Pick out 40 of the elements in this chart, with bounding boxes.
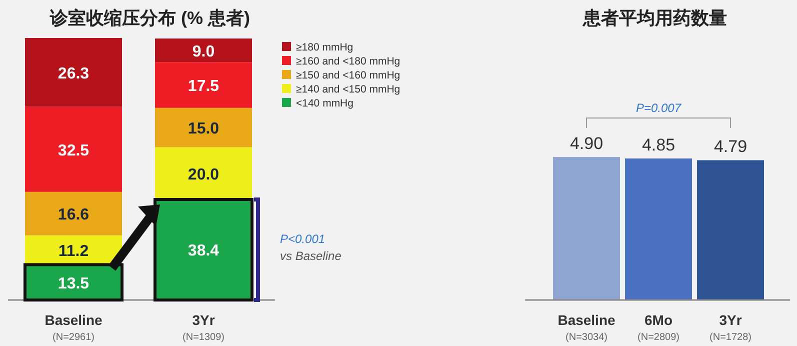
legend-label: ≥150 and <160 mmHg [296,70,400,82]
data-label: 32.5 [58,142,90,160]
x-tick-label: Baseline [558,312,616,328]
text: (N=1728) [710,332,752,343]
legend-label: <140 mmHg [296,98,354,110]
x-tick-label: 3Yr [719,312,742,328]
data-label: 4.85 [642,135,676,154]
text: (N=3034) [566,332,608,343]
data-label: 16.6 [58,206,90,224]
bar [155,38,252,62]
data-label: 15.0 [188,120,220,138]
data-label: 4.79 [714,137,748,156]
bar [25,38,122,107]
bar [155,108,252,148]
legend-label: ≥140 and <150 mmHg [296,84,400,96]
bar [25,192,122,236]
legend-label: ≥180 mmHg [296,42,354,54]
bar [25,106,122,192]
data-label: 26.3 [58,65,90,82]
bar [155,147,252,200]
data-label: 4.90 [570,134,604,153]
data-label: 20.0 [188,166,220,184]
chart-title: 诊室收缩压分布 (% 患者) [49,8,250,28]
legend-label: ≥160 and <180 mmHg [296,56,400,68]
x-tick-label: 6Mo [644,312,672,328]
data-label: 9.0 [192,43,215,60]
data-label: 11.2 [58,243,89,260]
text: (N=2809) [638,332,680,343]
x-tick-label: 3Yr [192,312,216,328]
bar [155,62,252,108]
text: (N=1309) [182,332,224,343]
data-label: 17.5 [188,78,220,95]
text: P=0.007 [636,101,682,115]
data-label: 38.4 [188,242,220,260]
chart-title: 患者平均用药数量 [582,8,727,28]
text: (N=2961) [52,332,94,343]
text: vs Baseline [280,249,342,263]
data-label: 13.5 [58,275,90,292]
text: P<0.001 [280,232,326,246]
x-tick-label: Baseline [44,312,103,328]
